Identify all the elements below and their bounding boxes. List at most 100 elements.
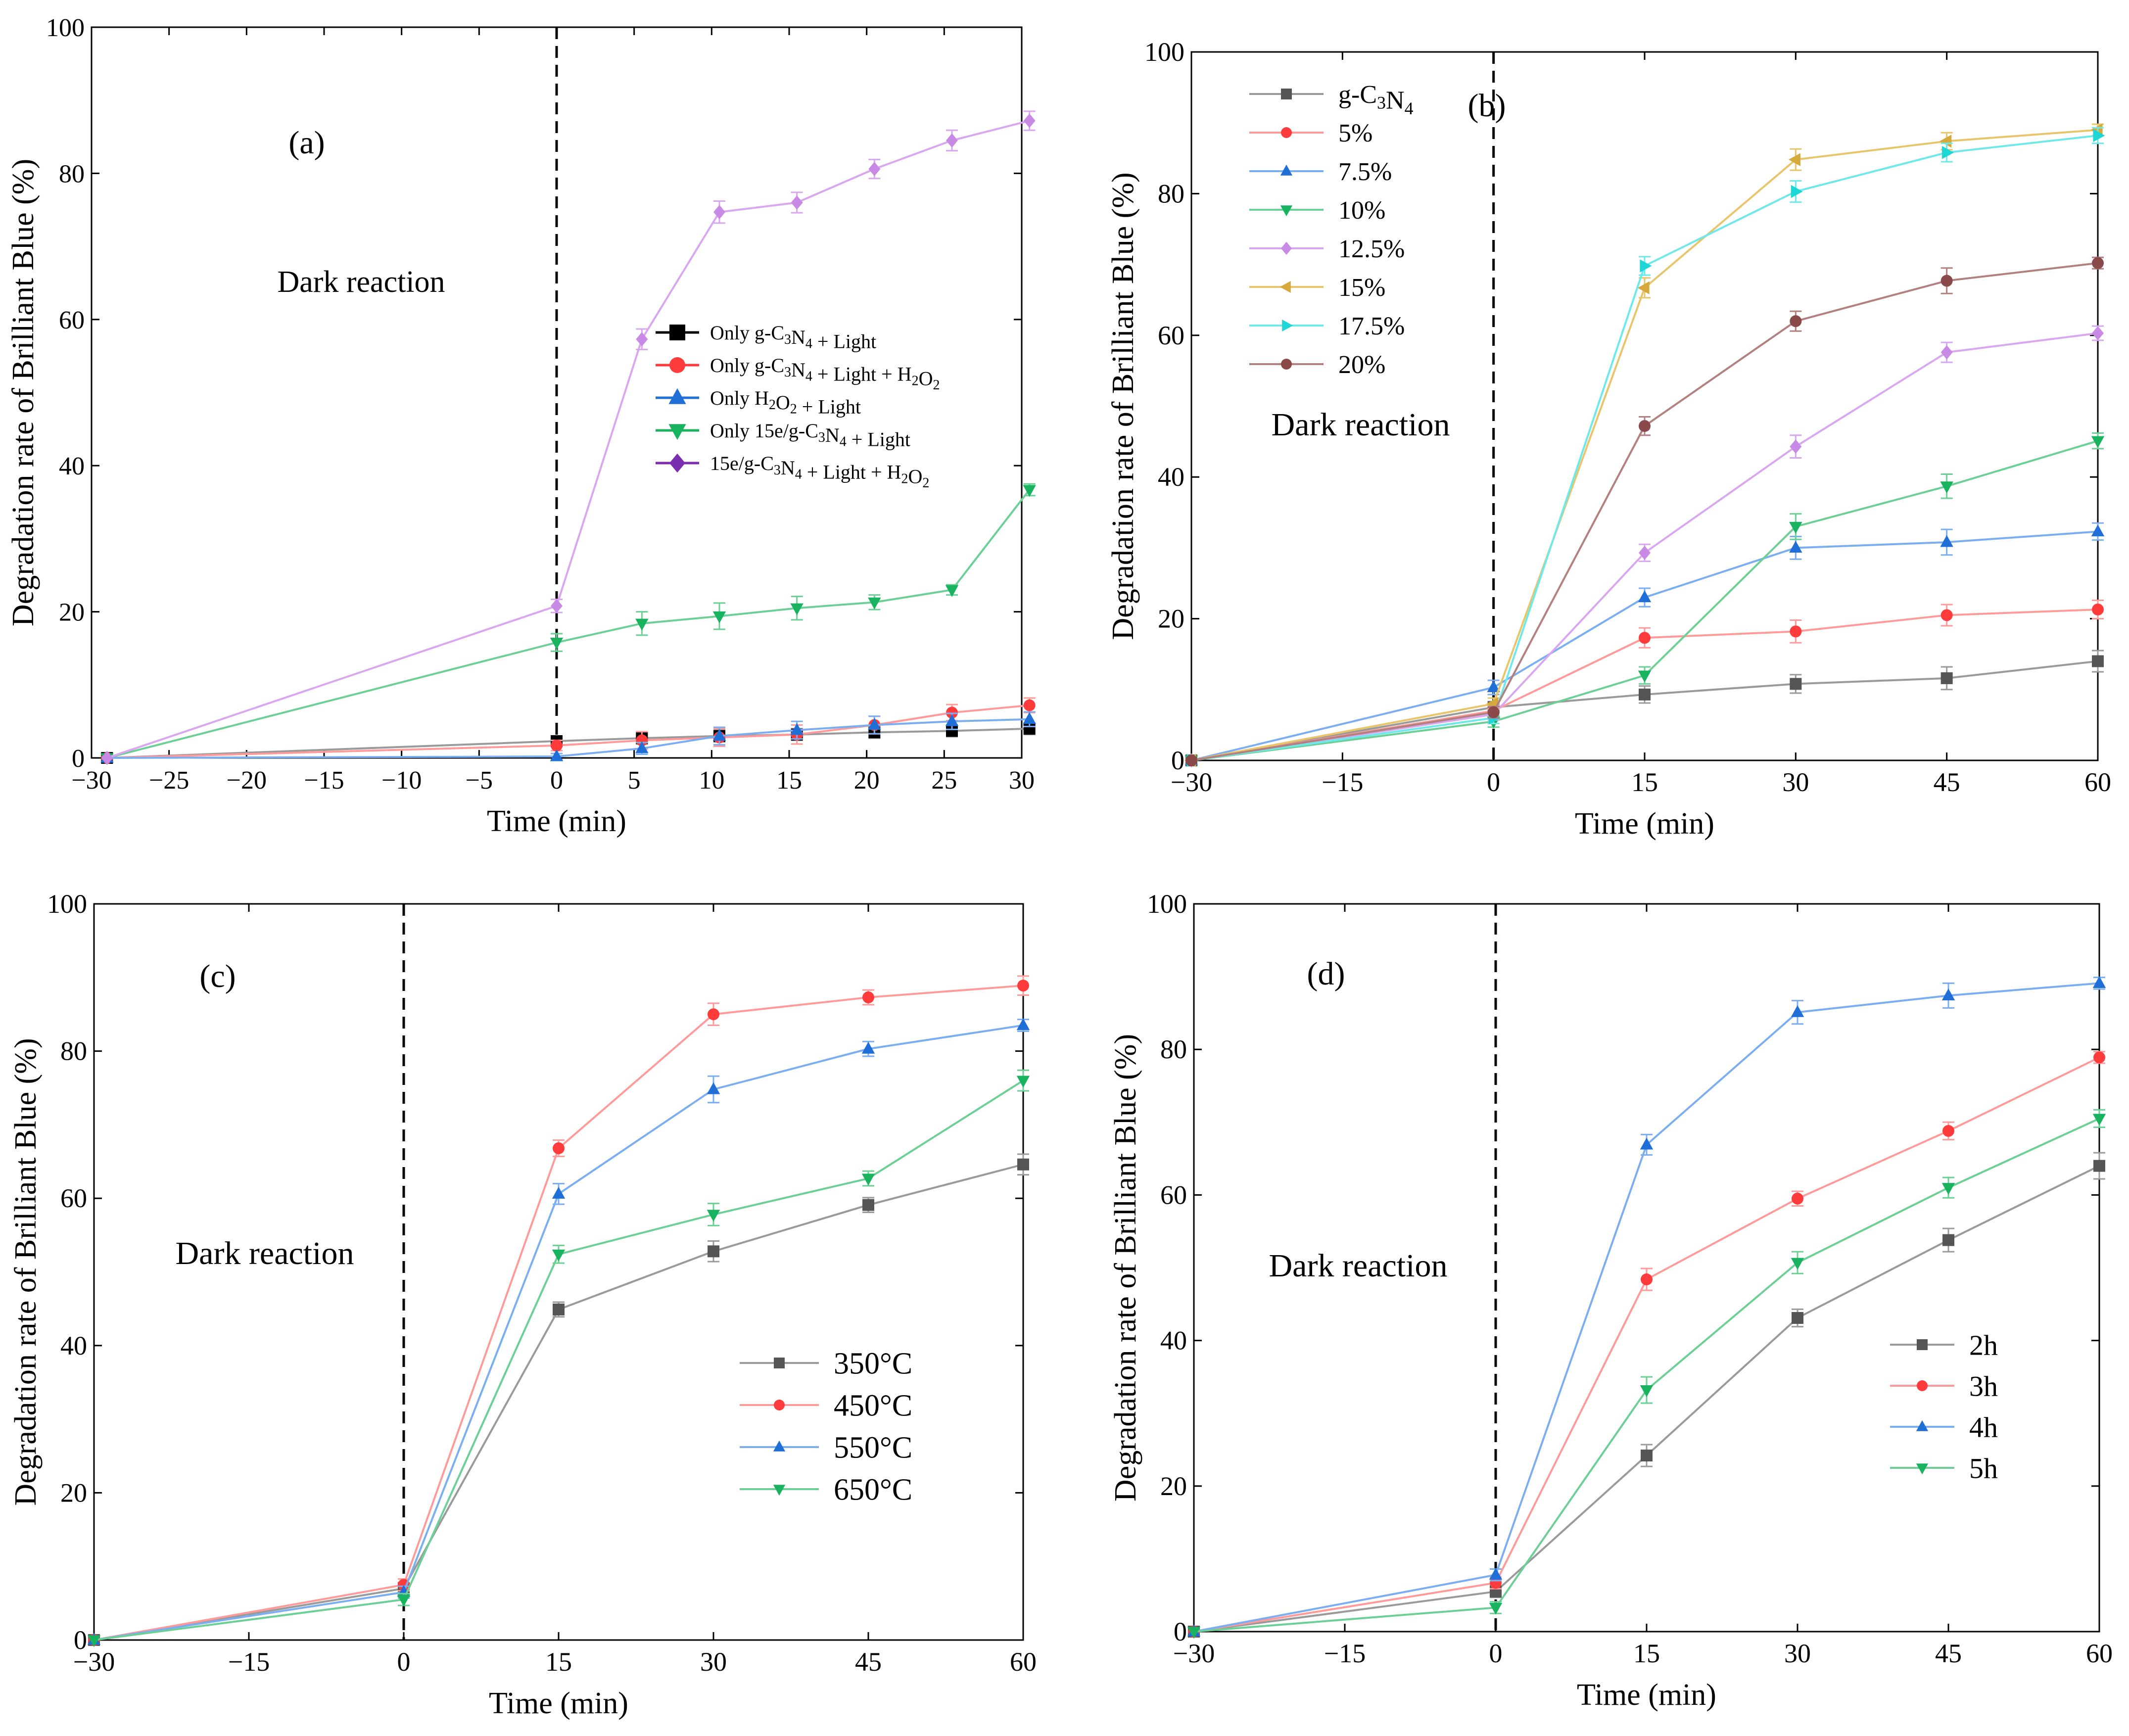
y-tick-label: 100 [1144, 37, 1184, 67]
data-point [1023, 113, 1036, 128]
label-part: + Light [812, 330, 876, 353]
x-tick-label: 0 [1487, 767, 1500, 797]
data-point [791, 195, 803, 210]
data-point [2091, 524, 2105, 537]
series-line [94, 1024, 1024, 1641]
x-tick-label: 60 [1010, 1647, 1037, 1677]
label-part: 550°C [834, 1431, 912, 1465]
y-tick-label: 0 [72, 745, 85, 773]
legend-marker [1281, 127, 1292, 138]
data-point [553, 1142, 565, 1155]
panel-label: (a) [288, 125, 325, 161]
data-point [1789, 541, 1802, 553]
data-point [1016, 1018, 1030, 1031]
label-part: 3 [784, 332, 791, 347]
data-point [2091, 436, 2105, 448]
x-tick-label: 15 [1633, 1639, 1660, 1668]
data-point [1940, 535, 1953, 547]
label-part: 15% [1338, 274, 1385, 302]
data-point [1789, 521, 1802, 534]
data-point [397, 1595, 411, 1607]
data-point [713, 205, 725, 220]
label-part: N [781, 457, 795, 479]
data-point [553, 1303, 565, 1315]
data-point [87, 1635, 101, 1647]
panel-label: (b) [1468, 88, 1506, 124]
legend: 350°C 450°C 550°C 650°C [740, 1347, 912, 1507]
legend-marker [1917, 1380, 1928, 1391]
label-part: 7.5% [1338, 158, 1392, 186]
series-line [1193, 982, 2100, 1633]
data-point [945, 585, 959, 597]
data-point [550, 749, 564, 761]
label-part: N [1386, 87, 1405, 115]
x-tick-label: 45 [855, 1647, 882, 1677]
data-point [1788, 153, 1800, 166]
series-4 [1187, 1109, 2106, 1639]
label-part: 2h [1969, 1329, 1998, 1361]
data-point [1639, 420, 1651, 432]
data-point [2092, 326, 2104, 340]
y-axis-title: Degradation rate of Brilliant Blue (%) [1109, 1034, 1142, 1501]
x-tick-label: 45 [1935, 1639, 1962, 1668]
label-part: 4h [1969, 1411, 1998, 1443]
data-point [862, 1199, 874, 1211]
legend-label: 12.5% [1338, 235, 1405, 263]
y-tick-label: 80 [1160, 1034, 1187, 1064]
legend-marker [1917, 1339, 1928, 1350]
legend-label: 650°C [834, 1473, 912, 1507]
y-tick-label: 60 [1158, 321, 1184, 350]
legend-label: Only H2O2 + Light [710, 387, 861, 418]
label-part: 3 [1377, 93, 1386, 113]
legend-label: 4h [1969, 1411, 1998, 1443]
label-part: 3h [1969, 1370, 1998, 1402]
label-part: 5% [1338, 119, 1372, 147]
label-part: 3 [774, 463, 781, 478]
chart-panel-b: −30 −15 0 15 30 45 60 0 20 40 60 80 100 Time (min) Deg… [1106, 37, 2111, 841]
legend-label: 3h [1969, 1370, 1998, 1402]
series-line [94, 1163, 1024, 1641]
y-tick-label: 80 [1158, 179, 1184, 208]
x-axis-title: Time (min) [1575, 807, 1714, 841]
x-tick-label: −25 [149, 766, 189, 795]
data-point [552, 1186, 566, 1199]
data-point [2092, 257, 2104, 269]
data-point [862, 991, 874, 1003]
data-point [1187, 1627, 1201, 1639]
data-point [868, 162, 881, 176]
data-point [1640, 1137, 1654, 1150]
label-part: 3 [818, 430, 825, 445]
label-part: 4 [805, 336, 812, 352]
x-tick-label: −15 [1324, 1639, 1366, 1668]
x-tick-label: 5 [628, 766, 641, 795]
x-tick-label: 0 [397, 1647, 411, 1677]
series-line [1191, 440, 2098, 761]
label-part: Only g-C [710, 354, 784, 376]
y-tick-label: 40 [60, 1331, 87, 1361]
series-line [94, 1079, 1024, 1641]
series-line [1191, 129, 2098, 761]
y-tick-label: 60 [1160, 1180, 1187, 1210]
data-point [1940, 609, 1953, 621]
chart-panel-a: −30 −25 −20 −15 −10 −5 0 5 10 15 20 25 30 0 20 40 60 80 10… [6, 14, 1036, 838]
y-tick-label: 100 [47, 889, 87, 919]
legend-marker [1282, 319, 1293, 332]
series-line [107, 718, 1030, 759]
data-point [1941, 1183, 1955, 1195]
data-point [861, 1041, 875, 1054]
legend-label: 5% [1338, 119, 1372, 147]
data-point [1790, 315, 1802, 328]
data-point [2092, 655, 2104, 667]
legend-marker [1281, 89, 1292, 99]
label-part: 450°C [834, 1389, 912, 1423]
data-point [1940, 345, 1953, 360]
label-part: 650°C [834, 1473, 912, 1507]
series-line [1193, 1165, 2100, 1633]
legend-label: g-C3N4 [1338, 81, 1414, 118]
x-tick-label: 60 [2084, 767, 2111, 797]
data-point [636, 734, 648, 747]
legend-marker [1916, 1420, 1929, 1431]
legend-marker [1280, 164, 1293, 176]
data-point [1791, 185, 1803, 198]
series-8 [1185, 256, 2104, 766]
